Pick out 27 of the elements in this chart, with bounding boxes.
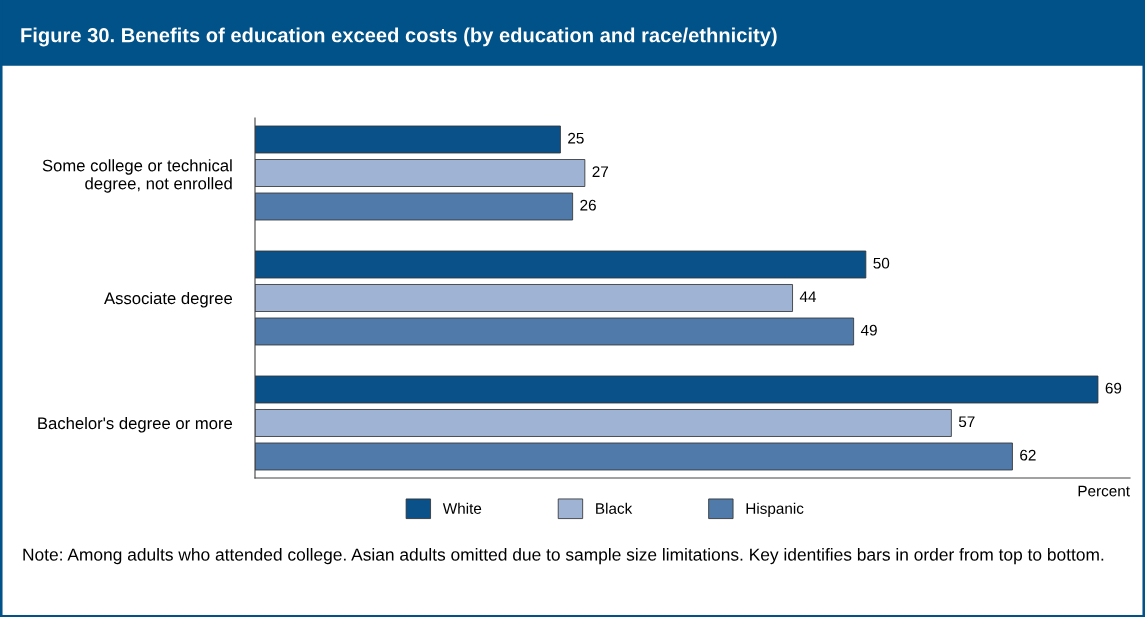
data-label: 26: [580, 199, 596, 211]
y-tick-label: Associate degree: [104, 291, 233, 308]
bar: [255, 192, 574, 221]
data-label: 57: [958, 416, 975, 428]
y-tick-label: Bachelor's degree or more: [38, 416, 233, 433]
bar: [255, 250, 867, 279]
bar: [255, 284, 793, 312]
bar: [255, 409, 952, 437]
data-label: 49: [860, 324, 877, 336]
bar: [255, 375, 1099, 404]
data-label: 69: [1105, 382, 1122, 394]
data-label: 44: [799, 291, 817, 302]
legend-label: Black: [596, 502, 633, 514]
bar: [255, 317, 855, 346]
data-label: 62: [1020, 449, 1036, 461]
data-label: 27: [592, 166, 609, 177]
data-label: 50: [873, 257, 890, 269]
legend-label: Hispanic: [746, 502, 804, 517]
bar: [255, 125, 561, 154]
bar: [255, 159, 586, 187]
legend-label: White: [442, 502, 482, 514]
text: Note: Among adults who attended college. Asian adults omitted due to sample size limitations. Key identifies bars in order from top to bottom.: [23, 548, 1104, 565]
y-tick-label: Some college or technical degree, not enrolled: [42, 159, 232, 193]
x-axis-title: Percent: [1078, 485, 1130, 497]
data-label: 25: [568, 132, 584, 144]
chart-title: Figure 30. Benefits of education exceed costs (by education and race/ethnicity): [21, 27, 777, 47]
bar: [255, 442, 1013, 471]
